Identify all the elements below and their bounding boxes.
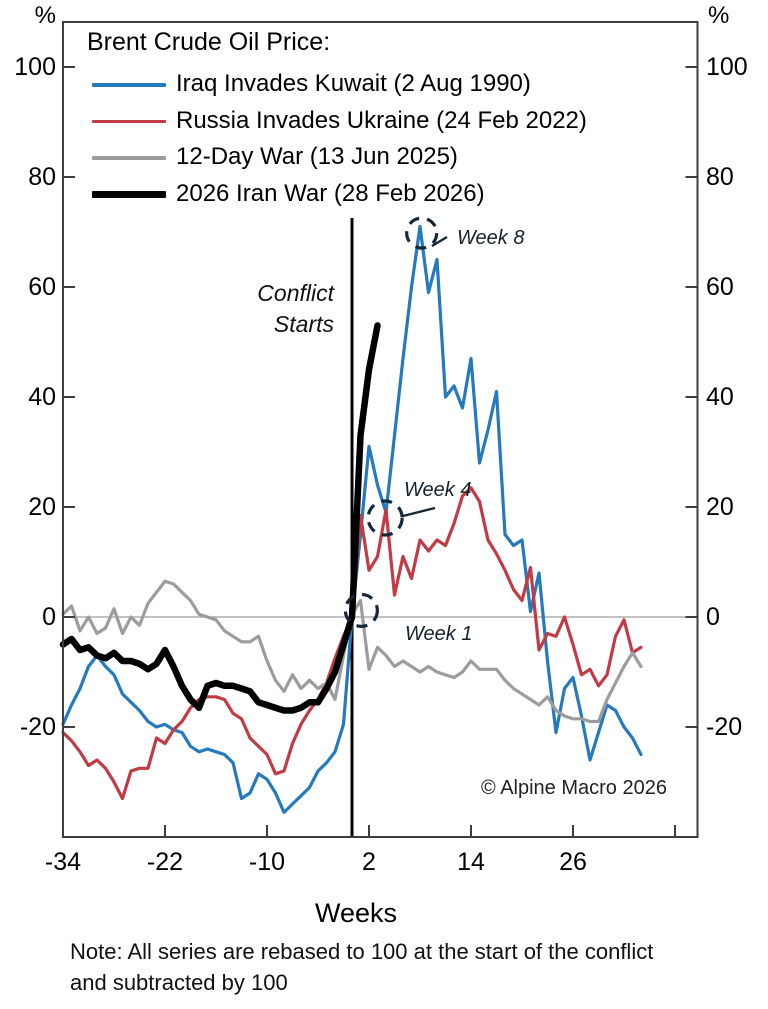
legend-item-label: 2026 Iran War (28 Feb 2026) — [176, 179, 485, 207]
y-tick-label-right: 100 — [706, 53, 748, 81]
y-tick-label-left: 60 — [28, 273, 56, 301]
y-tick-label-left: 100 — [14, 53, 56, 81]
legend-swatch-line — [92, 190, 166, 198]
conflict-starts-line1: Conflict — [257, 280, 334, 306]
x-tick-label: 2 — [362, 848, 376, 876]
x-tick-label: -34 — [44, 848, 82, 876]
conflict-starts-annotation: Conflict Starts — [184, 278, 334, 340]
y-tick-label-left: 20 — [28, 493, 56, 521]
x-tick-label: 26 — [559, 848, 587, 876]
series-line-3 — [59, 322, 381, 714]
week-marker-circle-0 — [405, 216, 439, 250]
y-tick-label-left: 40 — [28, 383, 56, 411]
legend-title: Brent Crude Oil Price: — [87, 28, 331, 56]
conflict-starts-line2: Starts — [273, 311, 334, 337]
week-marker-circle-1 — [366, 499, 404, 537]
y-tick-label-right: 40 — [706, 383, 734, 411]
week-marker-circle-2 — [343, 592, 379, 629]
x-axis-title: Weeks — [314, 898, 398, 928]
y-tick-label-right: 0 — [706, 603, 720, 631]
y-tick-label-right: -20 — [706, 713, 743, 741]
y-axis-unit-left: % — [34, 2, 56, 29]
week-marker-label-2: Week 1 — [405, 623, 473, 645]
y-tick-label-left: 80 — [28, 163, 56, 191]
plot-border — [62, 21, 699, 838]
x-tick-label: 14 — [457, 848, 485, 876]
legend-swatch-line — [92, 156, 166, 160]
y-tick-label-left: 0 — [42, 603, 56, 631]
y-tick-label-left: -20 — [19, 713, 56, 741]
x-tick-label: -10 — [248, 848, 286, 876]
legend-item-label: Iraq Invades Kuwait (2 Aug 1990) — [176, 70, 531, 97]
y-tick-label-right: 60 — [706, 273, 734, 301]
y-axis-unit-right: % — [708, 2, 730, 29]
y-tick-label-right: 80 — [706, 163, 734, 191]
legend-item-label: Russia Invades Ukraine (24 Feb 2022) — [176, 106, 587, 134]
week-marker-label-0: Week 8 — [457, 227, 525, 249]
copyright-text: © Alpine Macro 2026 — [481, 777, 667, 799]
footnote-line2: and subtracted by 100 — [70, 970, 288, 995]
x-tick-label: -22 — [146, 848, 184, 876]
week-marker-pointer-0 — [431, 235, 448, 248]
y-tick-label-right: 20 — [706, 493, 734, 521]
week-marker-pointer-1 — [402, 506, 436, 518]
legend-swatch-line — [92, 119, 166, 123]
legend-swatch-line — [92, 83, 166, 87]
week-marker-label-1: Week 4 — [404, 479, 472, 501]
legend-item-label: 12-Day War (13 Jun 2025) — [176, 143, 458, 170]
footnote: Note: All series are rebased to 100 at t… — [70, 936, 750, 998]
footnote-line1: Note: All series are rebased to 100 at t… — [70, 939, 654, 964]
